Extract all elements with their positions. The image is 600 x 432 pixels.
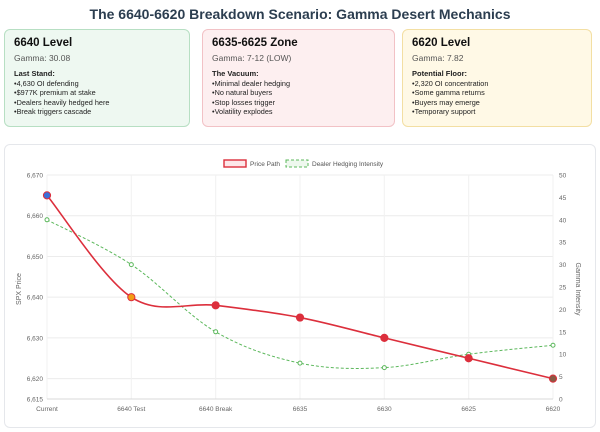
price-path-chart: 6,615 6,620 6,630 6,640 6,650 6,660 6,670 0 5 10… [16,159,581,413]
list-item: Temporary support [412,107,582,116]
list-item: Stop losses trigger [212,98,385,107]
y-tick-label: 6,630 [27,335,44,342]
card-title: 6640 Level [14,37,73,49]
legend-swatch-hedging [285,159,309,168]
price-point [42,191,52,200]
price-point [211,301,220,310]
x-tick-label: 6620 [546,406,561,413]
scenario-cards: 6640 Level Gamma: 30.08 Last Stand: 4,63… [4,29,596,129]
hedging-point [213,329,219,335]
y2-tick-label: 40 [559,217,567,224]
list-item: Volatility explodes [212,107,385,116]
card-heading: The Vacuum: [212,69,259,78]
y2-tick-label: 30 [559,262,567,269]
legend-swatch-price [223,159,247,168]
card-gamma: Gamma: 30.08 [14,53,71,63]
x-tick-label: 6625 [461,406,476,413]
price-point [127,293,136,302]
card-list: 2,320 OI concentration Some gamma return… [412,79,582,117]
x-tick-label: 6635 [293,406,308,413]
card-heading: Last Stand: [14,69,55,78]
card-title: 6635-6625 Zone [212,37,298,49]
y2-tick-label: 35 [559,240,567,247]
list-item: $977K premium at stake [14,88,180,97]
y2-tick-label: 10 [559,352,567,359]
y2-tick-label: 15 [559,329,567,336]
list-item: No natural buyers [212,88,385,97]
y-tick-label: 6,650 [27,254,44,261]
y2-axis-label: Gamma Intensity [574,263,581,316]
card-gamma: Gamma: 7-12 (LOW) [212,53,292,63]
list-item: Some gamma returns [412,88,582,97]
legend-label-price: Price Path [250,161,280,168]
y2-tick-label: 0 [559,397,563,404]
y2-tick-label: 50 [559,173,567,180]
y-tick-label: 6,640 [27,295,44,302]
y-tick-label: 6,615 [27,397,44,404]
x-tick-label: 6630 [377,406,392,413]
price-point [295,313,305,322]
hedging-point [128,262,134,268]
list-item: Break triggers cascade [14,107,180,116]
card-6640-level: 6640 Level Gamma: 30.08 Last Stand: 4,63… [4,29,190,127]
y2-tick-label: 20 [559,307,567,314]
price-point [380,333,389,343]
card-vacuum-zone: 6635-6625 Zone Gamma: 7-12 (LOW) The Vac… [202,29,395,127]
page-title: The 6640-6620 Breakdown Scenario: Gamma … [89,6,511,22]
card-list: Minimal dealer hedging No natural buyers… [212,79,385,117]
list-item: Buyers may emerge [412,98,582,107]
hedging-point [44,217,50,223]
price-point [548,374,558,383]
card-6620-level: 6620 Level Gamma: 7.82 Potential Floor: … [402,29,592,127]
hedging-point [297,360,303,366]
y-tick-label: 6,670 [27,173,44,180]
y2-tick-label: 45 [559,195,567,202]
x-tick-label: Current [36,406,58,413]
y-tick-label: 6,620 [27,376,44,383]
chart-container: 6,615 6,620 6,630 6,640 6,650 6,660 6,670 0 5 10… [4,144,596,428]
legend-label-hedging: Dealer Hedging Intensity [312,161,384,168]
y-axis-label: SPX Price [16,273,23,305]
y2-tick-label: 25 [559,285,567,292]
y-tick-label: 6,660 [27,213,44,220]
x-tick-label: 6640 Test [117,406,145,413]
list-item: Dealers heavily hedged here [14,98,180,107]
hedging-point [381,365,387,371]
list-item: Minimal dealer hedging [212,79,385,88]
price-point [464,354,473,363]
card-heading: Potential Floor: [412,69,467,78]
y2-tick-label: 5 [559,374,563,381]
list-item: 2,320 OI concentration [412,79,582,88]
x-tick-label: 6640 Break [199,406,233,413]
list-item: 4,630 OI defending [14,79,180,88]
card-gamma: Gamma: 7.82 [412,53,464,63]
hedging-point [550,342,556,348]
card-list: 4,630 OI defending $977K premium at stak… [14,79,180,117]
card-title: 6620 Level [412,37,471,49]
